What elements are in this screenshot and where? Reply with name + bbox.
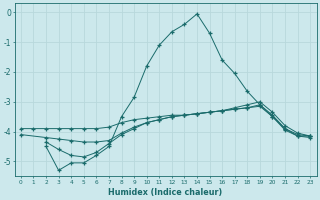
X-axis label: Humidex (Indice chaleur): Humidex (Indice chaleur): [108, 188, 223, 197]
